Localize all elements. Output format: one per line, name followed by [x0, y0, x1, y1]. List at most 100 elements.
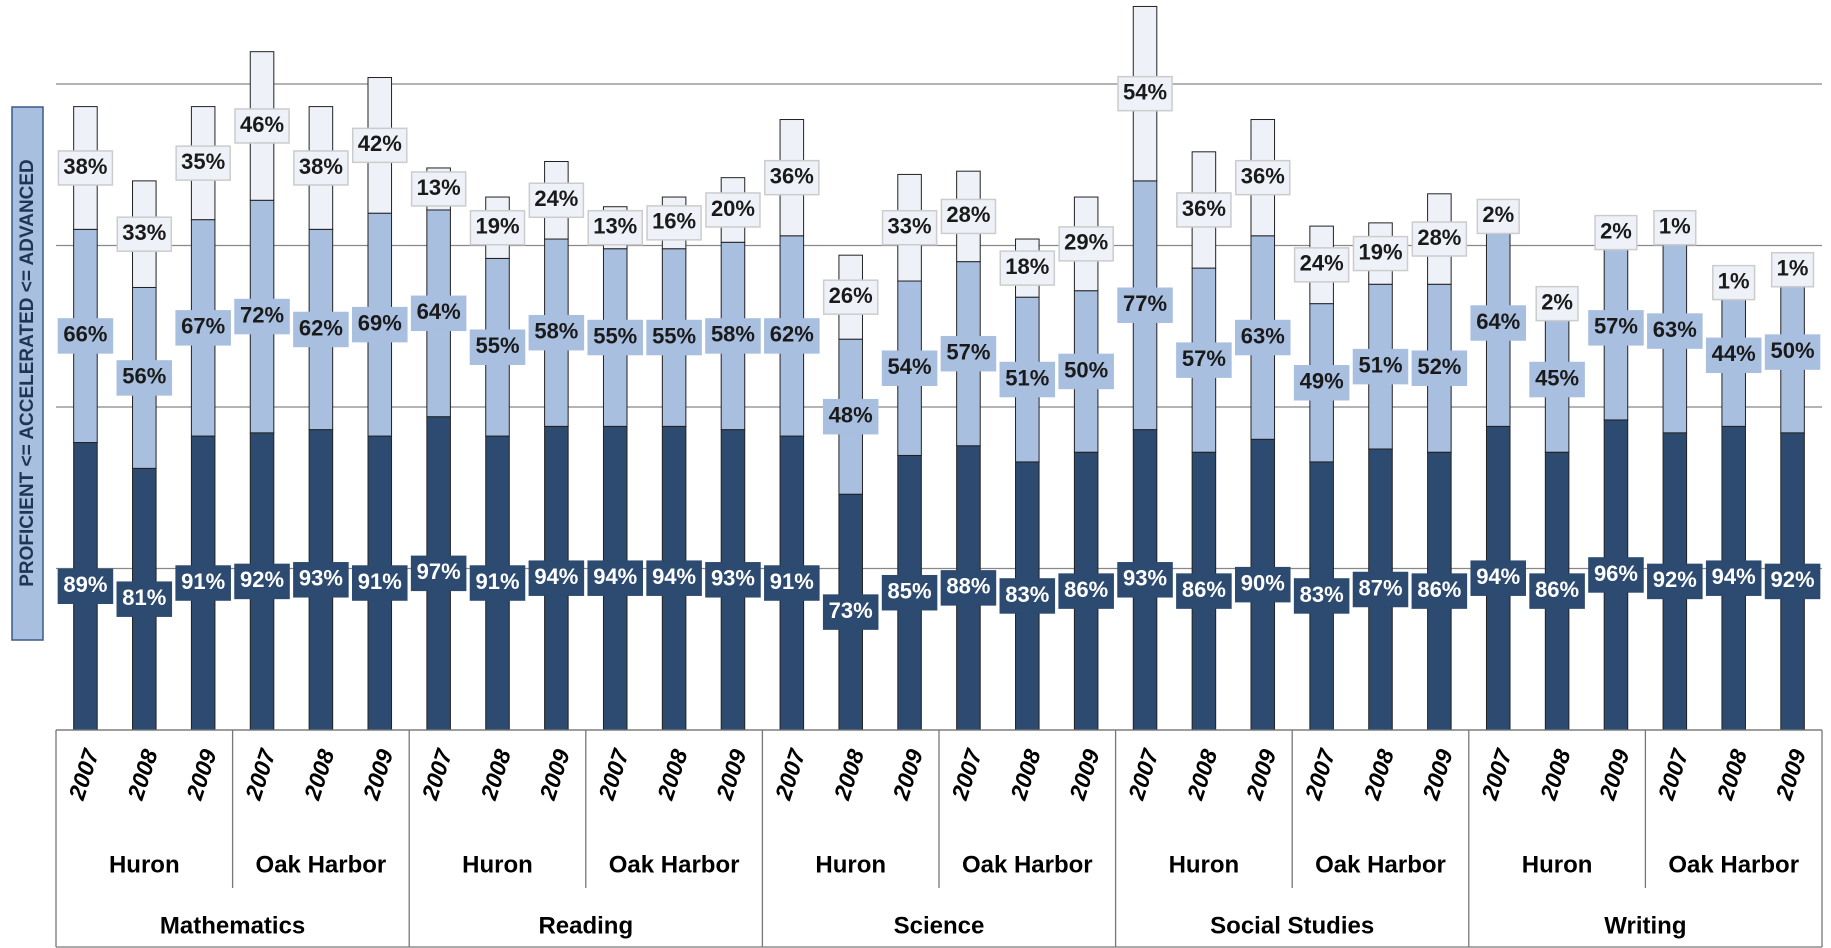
value-label: 97% — [417, 559, 461, 584]
x-tick-label: 2008 — [652, 746, 693, 804]
value-label-box — [1058, 573, 1114, 609]
value-label-box — [175, 565, 231, 601]
value-label-box — [234, 563, 290, 600]
value-label-box — [351, 127, 408, 164]
value-label-box — [116, 581, 173, 617]
value-label-box — [1705, 560, 1762, 596]
district-label: Huron — [1522, 851, 1593, 878]
value-label: 38% — [299, 154, 343, 179]
value-label: 57% — [1182, 346, 1226, 371]
value-label: 49% — [1300, 369, 1344, 394]
value-label-box — [410, 171, 467, 207]
value-label: 33% — [122, 220, 166, 245]
value-label: 1% — [1777, 256, 1809, 281]
value-label: 91% — [770, 569, 814, 594]
value-label-box — [1470, 560, 1527, 596]
value-label-box — [1176, 573, 1232, 609]
value-label: 96% — [1594, 561, 1638, 586]
value-label: 50% — [1064, 357, 1108, 382]
value-label-box — [410, 555, 467, 592]
value-label: 63% — [1653, 317, 1697, 342]
value-label: 86% — [1064, 577, 1108, 602]
value-label: 58% — [534, 319, 578, 344]
value-label: 89% — [63, 572, 107, 597]
y-axis-label: PROFICIENT <= ACCELERATED <= ADVANCED — [17, 159, 38, 587]
x-tick-label: 2009 — [1064, 746, 1105, 804]
value-label: 2% — [1482, 202, 1514, 227]
district-label: Huron — [462, 851, 533, 878]
value-label: 2% — [1541, 289, 1573, 314]
value-label: 94% — [534, 564, 578, 589]
value-label-box — [940, 570, 997, 606]
value-label-box — [1352, 571, 1409, 608]
value-label-box — [1293, 247, 1350, 283]
value-label-box — [1411, 573, 1468, 609]
value-label-box — [587, 560, 644, 596]
value-label: 93% — [299, 566, 343, 591]
x-tick-label: 2007 — [240, 745, 281, 804]
value-label: 29% — [1064, 230, 1108, 255]
x-tick-label: 2007 — [946, 745, 987, 804]
district-label: Oak Harbor — [256, 851, 387, 878]
x-tick-label: 2007 — [769, 745, 810, 804]
value-label: 57% — [946, 340, 990, 365]
value-label-box — [764, 318, 820, 354]
value-label-box — [57, 150, 114, 186]
value-label-box — [1647, 313, 1703, 349]
x-tick-label: 2008 — [1358, 746, 1399, 804]
x-tick-label: 2009 — [1770, 746, 1811, 804]
value-label-box — [528, 560, 585, 596]
value-label-box — [116, 360, 173, 396]
x-tick-label: 2009 — [1417, 746, 1458, 804]
value-label-box — [1712, 264, 1756, 301]
x-tick-label: 2007 — [1299, 745, 1340, 804]
x-tick-label: 2008 — [1005, 746, 1046, 804]
value-label: 44% — [1712, 341, 1756, 366]
value-label-box — [1529, 573, 1585, 609]
subject-label: Writing — [1604, 912, 1686, 939]
value-label: 36% — [770, 163, 814, 188]
x-tick-label: 2009 — [181, 746, 222, 804]
value-label-box — [528, 314, 585, 351]
value-label-box — [1293, 578, 1350, 614]
value-label: 28% — [1417, 225, 1461, 250]
value-label: 55% — [475, 333, 519, 358]
value-label: 88% — [946, 574, 990, 599]
district-label: Huron — [1169, 851, 1240, 878]
value-label: 92% — [240, 567, 284, 592]
subject-label: Social Studies — [1210, 912, 1374, 939]
value-label: 42% — [358, 131, 402, 156]
value-label-box — [1594, 214, 1638, 251]
value-label: 92% — [1771, 567, 1815, 592]
value-label-box — [705, 318, 761, 354]
value-label: 55% — [593, 323, 637, 348]
value-label: 64% — [417, 299, 461, 324]
value-label: 35% — [181, 149, 225, 174]
value-label-box — [646, 319, 702, 356]
value-label: 93% — [1123, 566, 1167, 591]
value-label: 38% — [63, 154, 107, 179]
value-label-box — [469, 329, 526, 365]
value-label: 19% — [1358, 239, 1402, 264]
value-label-box — [764, 159, 820, 196]
value-label: 16% — [652, 209, 696, 234]
value-label: 94% — [1476, 564, 1520, 589]
value-label-box — [1705, 337, 1762, 374]
value-label-box — [1764, 334, 1821, 370]
value-label: 50% — [1771, 338, 1815, 363]
value-label-box — [351, 565, 408, 601]
x-tick-label: 2009 — [711, 746, 752, 804]
value-label: 87% — [1358, 575, 1402, 600]
value-label-box — [234, 298, 290, 335]
value-label-box — [1588, 310, 1644, 346]
value-label-box — [469, 209, 526, 246]
district-label: Huron — [109, 851, 180, 878]
value-label-box — [1411, 221, 1468, 257]
value-label: 73% — [829, 598, 873, 623]
value-label: 63% — [1241, 323, 1285, 348]
value-label: 58% — [711, 322, 755, 347]
value-label-box — [881, 209, 938, 246]
value-label: 33% — [888, 214, 932, 239]
value-label-box — [881, 574, 938, 611]
value-label: 77% — [1123, 291, 1167, 316]
